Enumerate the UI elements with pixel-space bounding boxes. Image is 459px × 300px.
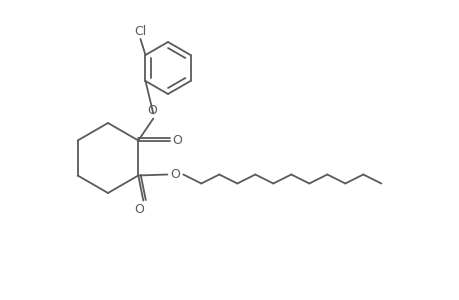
- Text: O: O: [172, 134, 182, 147]
- Text: O: O: [134, 203, 144, 216]
- Text: Cl: Cl: [134, 25, 146, 38]
- Text: O: O: [170, 168, 180, 181]
- Text: O: O: [147, 104, 157, 117]
